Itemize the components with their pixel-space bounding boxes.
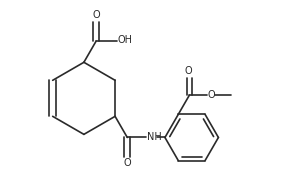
Text: O: O — [208, 89, 216, 99]
Text: O: O — [124, 158, 131, 168]
Text: NH: NH — [147, 132, 162, 142]
Text: O: O — [92, 10, 100, 20]
Text: OH: OH — [118, 36, 133, 46]
Text: O: O — [184, 66, 192, 76]
